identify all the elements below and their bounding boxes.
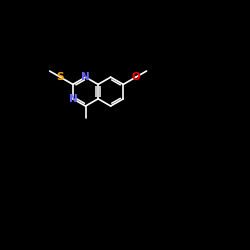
- Text: O: O: [132, 72, 140, 82]
- Text: N: N: [68, 94, 77, 104]
- Text: S: S: [56, 72, 64, 82]
- Text: N: N: [81, 72, 90, 82]
